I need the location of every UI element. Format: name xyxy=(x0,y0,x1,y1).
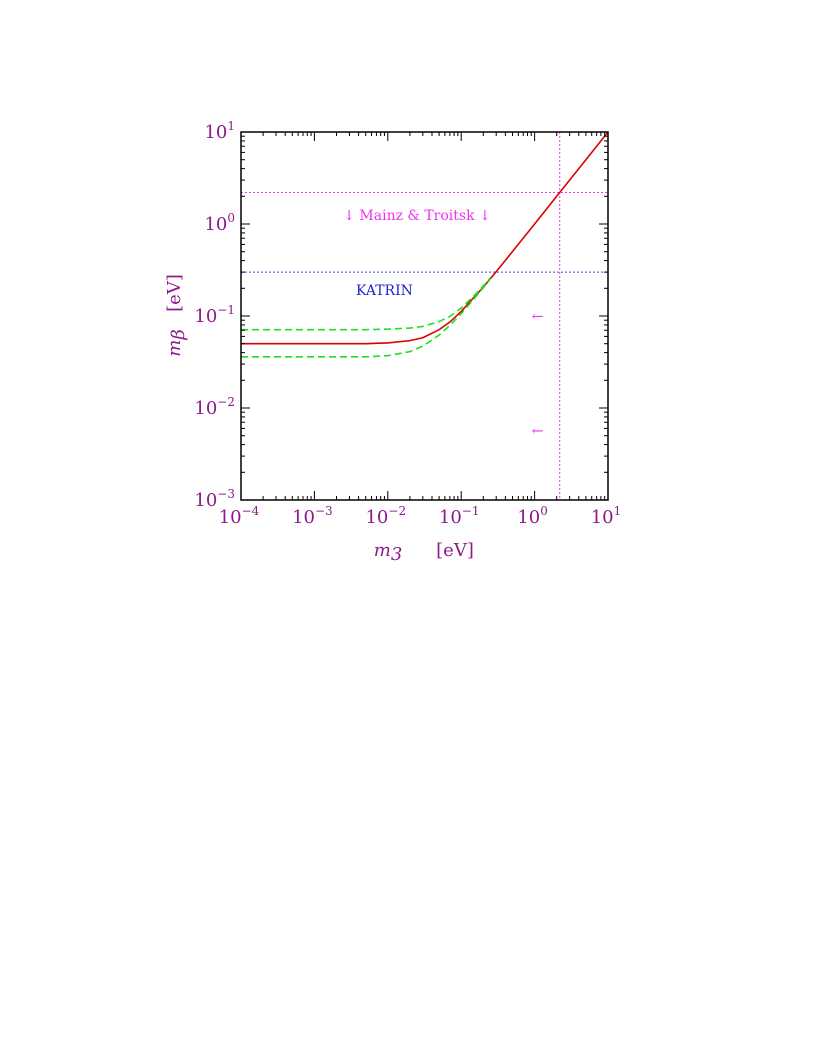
svg-text:mβ: mβ xyxy=(164,329,189,356)
x-tick-label: 10−3 xyxy=(292,504,333,528)
x-tick-label: 101 xyxy=(591,504,622,528)
annotation-2: ← xyxy=(532,309,544,325)
annotation-0: ↓ Mainz & Troitsk ↓ xyxy=(343,208,491,224)
tick-marks xyxy=(240,131,609,501)
series-line-2 xyxy=(241,278,492,358)
y-tick-label: 10−2 xyxy=(194,395,235,419)
y-tick-label: 100 xyxy=(204,211,235,235)
x-tick-label: 10−2 xyxy=(365,504,406,528)
y-axis-unit: [eV] xyxy=(164,274,185,312)
series-line-1 xyxy=(241,277,492,331)
series-line-0 xyxy=(241,131,609,345)
svg-text:[eV]: [eV] xyxy=(164,274,185,312)
y-tick-label: 10−3 xyxy=(194,487,235,511)
annotations: ↓ Mainz & Troitsk ↓ KATRIN ← ← xyxy=(343,208,543,440)
reference-lines xyxy=(241,132,608,500)
x-axis-unit: [eV] xyxy=(436,540,474,561)
x-tick-label: 100 xyxy=(517,504,548,528)
x-tick-label: 10−1 xyxy=(439,504,480,528)
annotation-1: KATRIN xyxy=(356,283,413,299)
x-tick-label: 10−4 xyxy=(219,504,260,528)
y-axis-label: mβ xyxy=(164,329,189,356)
x-axis-label: m3 xyxy=(374,540,403,565)
series-layer xyxy=(241,131,609,358)
y-tick-label: 101 xyxy=(204,119,235,143)
annotation-3: ← xyxy=(532,424,544,440)
y-tick-label: 10−1 xyxy=(194,303,235,327)
plot-frame xyxy=(240,131,609,501)
